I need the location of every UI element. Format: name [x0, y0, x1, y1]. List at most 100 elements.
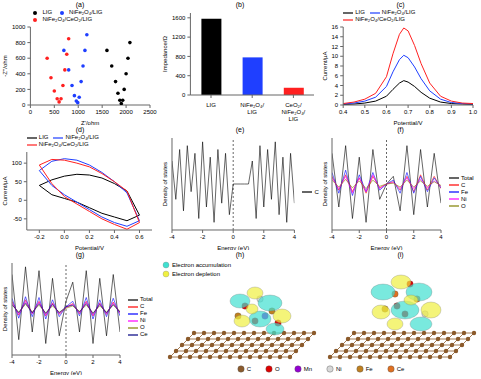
html-text:(a): (a): [75, 1, 85, 8]
html-text:NiFe₂O₄/LIG: NiFe₂O₄/LIG: [69, 9, 103, 15]
html-text:LIG: LIG: [42, 9, 53, 15]
html-text:(g): (g): [75, 251, 85, 258]
svg-text:Density of states: Density of states: [2, 287, 8, 331]
svg-text:10: 10: [332, 53, 339, 59]
svg-text:Electron accumulation: Electron accumulation: [172, 262, 231, 268]
svg-text:400: 400: [15, 71, 26, 77]
svg-text:800: 800: [175, 54, 186, 60]
html-text:(e): (e): [235, 126, 245, 133]
svg-text:2: 2: [91, 359, 95, 365]
svg-text:0: 0: [182, 92, 186, 98]
svg-text:Impedance/Ω: Impedance/Ω: [162, 36, 168, 72]
html-text:Total: Total: [140, 296, 153, 302]
svg-text:1.0: 1.0: [469, 109, 478, 115]
svg-text:-4: -4: [169, 234, 175, 240]
svg-text:0.4: 0.4: [110, 234, 119, 240]
svg-text:800: 800: [15, 40, 26, 46]
svg-text:Density of states: Density of states: [162, 162, 168, 206]
svg-text:Energy (eV): Energy (eV): [217, 245, 249, 250]
html-text:NiFe₂O₄/CeO₂/LIG: NiFe₂O₄/CeO₂/LIG: [42, 16, 93, 22]
svg-text:CeO₂/NiFe₂O₄/LIG: CeO₂/NiFe₂O₄/LIG: [282, 102, 306, 122]
html-text:NiFe₂O₄/LIG: NiFe₂O₄/LIG: [381, 9, 416, 15]
svg-text:LIG: LIG: [206, 102, 216, 108]
svg-text:200: 200: [15, 87, 26, 93]
html-text:Total: Total: [461, 174, 474, 181]
svg-text:-50: -50: [13, 216, 22, 222]
svg-text:0: 0: [29, 109, 33, 115]
svg-text:-4: -4: [9, 359, 15, 365]
html-text:(b): (b): [235, 1, 245, 8]
html-text:Fe: Fe: [140, 310, 147, 316]
svg-text:1000: 1000: [72, 109, 86, 115]
svg-text:0.4: 0.4: [339, 109, 348, 115]
svg-text:-2: -2: [200, 234, 206, 240]
html-text:LIG: LIG: [38, 134, 49, 140]
svg-text:NiFe₂O₄/LIG: NiFe₂O₄/LIG: [240, 102, 264, 115]
svg-text:2500: 2500: [143, 109, 157, 115]
svg-text:4: 4: [293, 234, 297, 240]
svg-text:50: 50: [15, 179, 22, 185]
svg-text:400: 400: [175, 73, 186, 79]
svg-text:0: 0: [232, 234, 236, 240]
html-text:(f): (f): [397, 126, 404, 133]
svg-text:2000: 2000: [119, 109, 133, 115]
svg-text:4: 4: [335, 83, 339, 89]
svg-text:Energy (eV): Energy (eV): [50, 370, 82, 375]
svg-text:-2: -2: [36, 359, 42, 365]
svg-text:0: 0: [64, 359, 68, 365]
svg-text:1600: 1600: [172, 15, 186, 21]
svg-text:Potential/V: Potential/V: [394, 120, 423, 125]
svg-text:2: 2: [335, 92, 339, 98]
html-text:(h): (h): [235, 251, 245, 258]
svg-text:100: 100: [12, 160, 23, 166]
svg-text:1000: 1000: [12, 24, 26, 30]
svg-text:1500: 1500: [95, 109, 109, 115]
svg-text:14: 14: [332, 34, 339, 40]
html-text:Ni: Ni: [461, 195, 467, 202]
svg-text:Energy (eV): Energy (eV): [370, 245, 402, 250]
html-text:Ni: Ni: [140, 317, 146, 323]
svg-text:Z'/ohm: Z'/ohm: [81, 120, 99, 125]
svg-text:12: 12: [332, 44, 339, 50]
svg-text:16: 16: [332, 24, 339, 30]
svg-text:2: 2: [412, 234, 416, 240]
html-text:NiFe₂O₄/LIG: NiFe₂O₄/LIG: [65, 134, 99, 140]
svg-text:0.5: 0.5: [361, 109, 370, 115]
svg-text:0.6: 0.6: [135, 234, 144, 240]
svg-text:0.6: 0.6: [382, 109, 391, 115]
svg-text:0.0: 0.0: [60, 234, 69, 240]
svg-text:500: 500: [49, 109, 60, 115]
html-text:(i): (i): [397, 251, 404, 258]
svg-text:Current/μA: Current/μA: [322, 51, 328, 80]
svg-text:0: 0: [18, 197, 22, 203]
svg-text:-0.2: -0.2: [34, 234, 45, 240]
svg-text:6: 6: [335, 73, 339, 79]
html-text:(d): (d): [75, 126, 85, 133]
html-text:Ce: Ce: [140, 331, 148, 337]
svg-text:Current/μA: Current/μA: [2, 176, 8, 205]
html-text:Fe: Fe: [461, 188, 468, 195]
svg-text:-4: -4: [329, 234, 335, 240]
html-text:NiFe₂O₄/CeO₂/LIG: NiFe₂O₄/CeO₂/LIG: [38, 141, 89, 147]
html-text:(c): (c): [396, 1, 405, 8]
svg-text:0: 0: [335, 102, 339, 108]
svg-text:0: 0: [22, 102, 26, 108]
svg-text:0: 0: [385, 234, 389, 240]
html-text:NiFe₂O₄/CeO₂/LIG: NiFe₂O₄/CeO₂/LIG: [355, 16, 405, 22]
svg-text:0.7: 0.7: [404, 109, 413, 115]
svg-text:-Z''/ohm: -Z''/ohm: [2, 55, 8, 76]
svg-text:8: 8: [335, 63, 339, 69]
svg-text:2: 2: [262, 234, 266, 240]
html-text:LIG: LIG: [355, 9, 365, 15]
svg-text:0.9: 0.9: [447, 109, 456, 115]
svg-text:4: 4: [439, 234, 443, 240]
svg-text:600: 600: [15, 55, 26, 61]
svg-text:1200: 1200: [172, 34, 186, 40]
svg-text:Density of states: Density of states: [322, 162, 328, 206]
svg-text:Potential/V: Potential/V: [75, 245, 104, 250]
svg-text:0.8: 0.8: [426, 109, 435, 115]
svg-text:4: 4: [118, 359, 122, 365]
svg-text:Electron depletion: Electron depletion: [172, 271, 220, 277]
svg-text:0.2: 0.2: [85, 234, 94, 240]
svg-text:-2: -2: [357, 234, 363, 240]
